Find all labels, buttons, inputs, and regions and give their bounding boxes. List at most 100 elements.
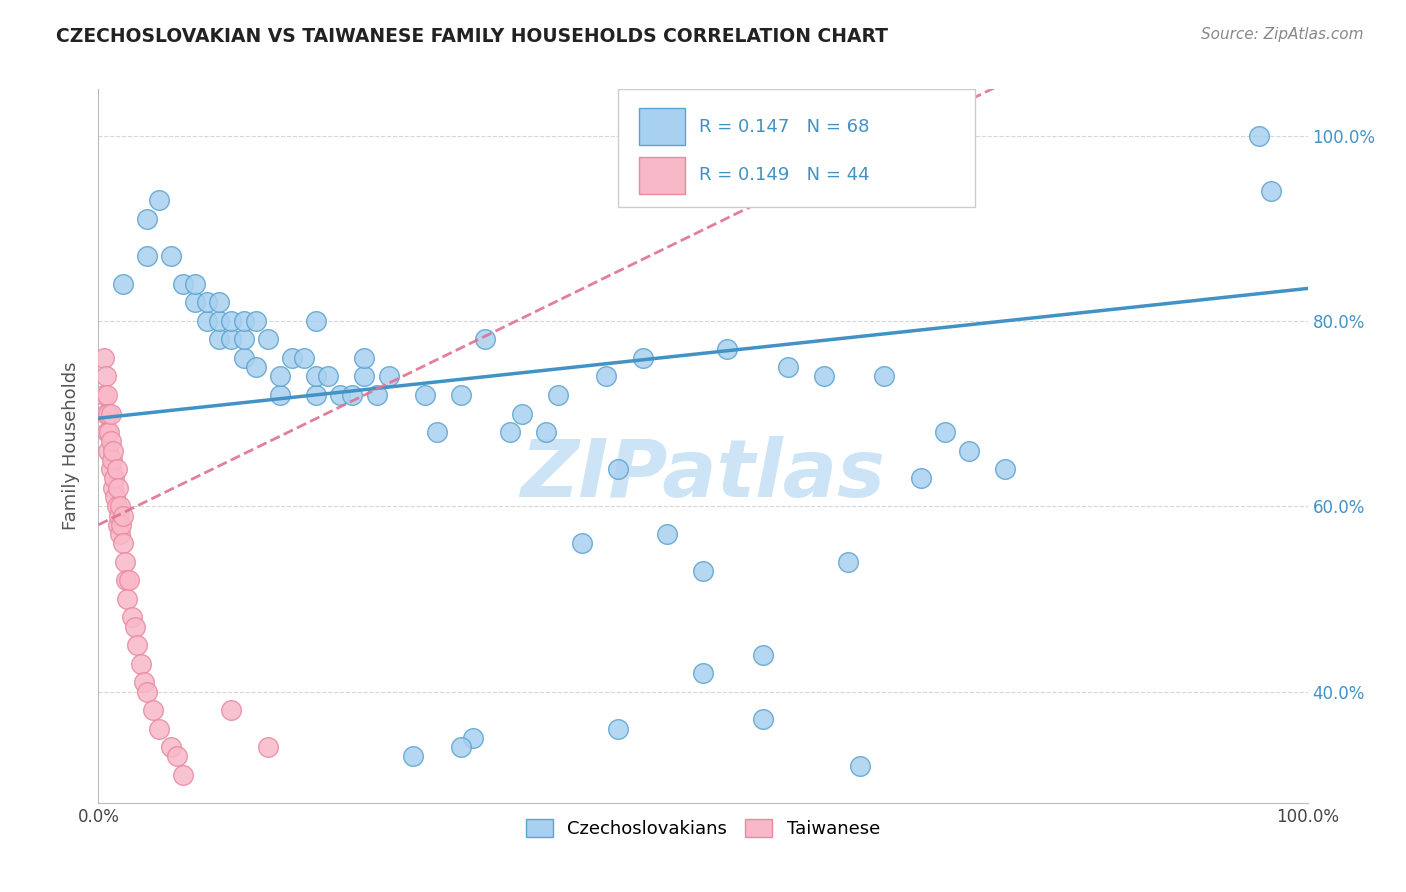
Point [134,675,156,690]
Point [232,333,254,347]
Point [426,425,449,439]
Point [221,314,243,328]
Point [94,407,117,421]
Point [692,564,714,578]
Point [100,434,122,449]
Point [305,314,328,328]
Text: ZIPatlas: ZIPatlas [520,435,886,514]
Point [208,314,231,328]
Point [752,712,775,726]
Point [101,481,124,495]
Point [195,314,218,328]
Point [631,351,654,365]
Y-axis label: Family Households: Family Households [62,362,80,530]
Point [111,277,134,291]
Point [127,638,149,652]
Point [97,407,120,421]
Point [107,517,129,532]
Point [873,369,896,384]
Point [142,703,165,717]
Point [474,333,496,347]
Point [94,369,117,384]
Point [245,314,267,328]
Point [108,508,131,523]
Point [148,194,170,208]
Point [148,722,170,736]
Point [208,333,231,347]
FancyBboxPatch shape [619,89,976,207]
Point [184,277,207,291]
Point [135,211,157,226]
Point [172,768,194,782]
Point [450,388,472,402]
Point [256,740,278,755]
Point [100,407,122,421]
Bar [638,108,685,145]
Point [256,333,278,347]
Point [166,749,188,764]
Point [510,407,533,421]
Point [342,388,364,402]
Point [100,453,122,467]
Point [135,249,157,263]
Point [97,443,120,458]
Point [655,527,678,541]
Point [195,295,218,310]
Point [118,574,141,588]
Point [934,425,956,439]
Point [292,351,315,365]
Point [269,388,291,402]
Point [160,740,183,755]
Point [160,249,183,263]
Point [105,462,128,476]
Point [117,591,139,606]
Bar [638,157,685,194]
Text: Source: ZipAtlas.com: Source: ZipAtlas.com [1201,27,1364,42]
Point [910,471,932,485]
Point [184,295,207,310]
Point [107,481,129,495]
Point [93,351,115,365]
Point [402,749,425,764]
Point [607,462,630,476]
Point [837,555,859,569]
Point [135,684,157,698]
Point [353,351,375,365]
Point [172,277,194,291]
Point [108,527,131,541]
Point [994,462,1017,476]
Point [849,758,872,772]
Point [96,388,118,402]
Point [607,722,630,736]
Point [716,342,738,356]
Point [450,740,472,755]
Point [96,425,118,439]
Legend: Czechoslovakians, Taiwanese: Czechoslovakians, Taiwanese [517,810,889,847]
Text: R = 0.147   N = 68: R = 0.147 N = 68 [699,118,870,136]
Point [463,731,485,745]
Text: CZECHOSLOVAKIAN VS TAIWANESE FAMILY HOUSEHOLDS CORRELATION CHART: CZECHOSLOVAKIAN VS TAIWANESE FAMILY HOUS… [56,27,889,45]
Point [208,295,231,310]
Point [110,517,132,532]
Point [232,351,254,365]
Point [957,443,980,458]
Point [114,555,136,569]
Point [366,388,388,402]
Point [129,657,152,671]
Point [281,351,304,365]
Point [316,369,339,384]
Point [104,490,127,504]
Point [813,369,835,384]
Point [353,369,375,384]
Point [305,369,328,384]
Point [111,508,134,523]
Point [269,369,291,384]
Point [124,620,146,634]
Point [111,536,134,550]
Point [221,333,243,347]
Point [221,703,243,717]
Point [595,369,617,384]
Point [776,360,799,375]
Point [305,388,328,402]
Point [413,388,436,402]
